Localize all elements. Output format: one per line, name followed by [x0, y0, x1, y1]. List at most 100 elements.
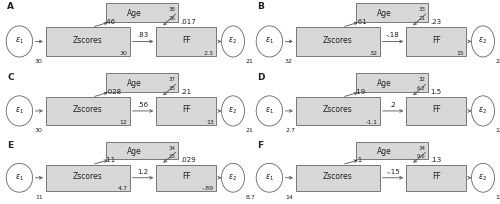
Text: -.028: -.028	[104, 89, 122, 95]
Text: 32: 32	[370, 51, 378, 56]
Text: FF: FF	[432, 105, 440, 114]
Text: 2.3: 2.3	[204, 51, 214, 56]
Ellipse shape	[222, 164, 244, 192]
Text: $\varepsilon_2$: $\varepsilon_2$	[228, 171, 237, 182]
Text: .029: .029	[180, 156, 196, 162]
Ellipse shape	[6, 96, 32, 126]
Text: 9.6: 9.6	[416, 153, 426, 158]
Text: Age: Age	[377, 79, 392, 88]
Text: 21: 21	[246, 128, 254, 133]
Text: .23: .23	[430, 19, 442, 25]
Text: 11: 11	[35, 194, 43, 198]
Text: 34: 34	[418, 145, 426, 150]
FancyBboxPatch shape	[406, 98, 466, 125]
Text: FF: FF	[432, 171, 440, 180]
Text: 12: 12	[496, 128, 500, 133]
Text: .56: .56	[138, 101, 148, 107]
Text: $\varepsilon_1$: $\varepsilon_1$	[265, 35, 274, 46]
Text: 34: 34	[168, 145, 175, 150]
Text: $\varepsilon_1$: $\varepsilon_1$	[15, 171, 24, 182]
Text: Zscores: Zscores	[323, 36, 352, 45]
FancyBboxPatch shape	[356, 3, 428, 22]
Text: 30: 30	[35, 128, 43, 133]
Text: 30: 30	[120, 51, 128, 56]
Text: 2.7: 2.7	[285, 128, 295, 133]
Text: Zscores: Zscores	[73, 36, 102, 45]
Text: 35: 35	[168, 85, 175, 90]
Text: 33: 33	[418, 7, 426, 12]
Text: -.1: -.1	[354, 156, 363, 162]
FancyBboxPatch shape	[356, 74, 428, 92]
Text: $\varepsilon_2$: $\varepsilon_2$	[478, 171, 488, 182]
Text: 8.7: 8.7	[246, 194, 256, 198]
Text: $\varepsilon_1$: $\varepsilon_1$	[15, 105, 24, 115]
Text: -.15: -.15	[386, 168, 400, 174]
FancyBboxPatch shape	[296, 165, 380, 191]
FancyBboxPatch shape	[406, 28, 466, 56]
Text: 21: 21	[418, 16, 426, 20]
Text: Age: Age	[127, 79, 142, 88]
Text: 1.5: 1.5	[430, 89, 442, 94]
Text: Age: Age	[377, 9, 392, 18]
Text: C: C	[8, 72, 14, 81]
FancyBboxPatch shape	[106, 3, 178, 22]
Text: $\varepsilon_1$: $\varepsilon_1$	[265, 105, 274, 115]
Text: .21: .21	[180, 89, 192, 94]
Text: .19: .19	[354, 89, 365, 95]
Text: 13: 13	[206, 119, 214, 124]
Text: F: F	[258, 141, 264, 150]
Text: 4.7: 4.7	[118, 185, 128, 190]
Text: .13: .13	[430, 156, 442, 162]
Ellipse shape	[222, 27, 244, 58]
FancyBboxPatch shape	[106, 142, 178, 160]
Ellipse shape	[6, 27, 32, 58]
Text: B: B	[258, 2, 264, 11]
Text: -.61: -.61	[354, 19, 368, 25]
FancyBboxPatch shape	[46, 98, 130, 125]
Ellipse shape	[256, 27, 282, 58]
Ellipse shape	[472, 96, 494, 126]
Text: Age: Age	[127, 146, 142, 155]
Text: .83: .83	[138, 32, 148, 38]
Text: 6.2: 6.2	[416, 85, 426, 90]
Text: 1.2: 1.2	[138, 168, 148, 174]
Text: 15: 15	[456, 51, 464, 56]
Text: .2: .2	[390, 101, 396, 107]
Text: 12: 12	[120, 119, 128, 124]
FancyBboxPatch shape	[406, 165, 466, 191]
Ellipse shape	[472, 27, 494, 58]
Text: 38: 38	[168, 7, 175, 12]
Text: $\varepsilon_1$: $\varepsilon_1$	[265, 171, 274, 182]
Text: Age: Age	[377, 146, 392, 155]
Text: FF: FF	[182, 36, 190, 45]
Text: Age: Age	[127, 9, 142, 18]
FancyBboxPatch shape	[156, 98, 216, 125]
FancyBboxPatch shape	[156, 165, 216, 191]
Text: FF: FF	[432, 36, 440, 45]
Text: Zscores: Zscores	[323, 171, 352, 180]
Text: 21: 21	[246, 59, 254, 64]
FancyBboxPatch shape	[156, 28, 216, 56]
FancyBboxPatch shape	[296, 98, 380, 125]
FancyBboxPatch shape	[356, 142, 428, 160]
Ellipse shape	[256, 164, 282, 192]
Text: FF: FF	[182, 171, 190, 180]
Text: $\varepsilon_2$: $\varepsilon_2$	[478, 105, 488, 115]
Text: 15: 15	[168, 153, 175, 158]
Text: .46: .46	[104, 19, 115, 25]
Text: A: A	[8, 2, 14, 11]
Text: Zscores: Zscores	[73, 105, 102, 114]
Text: 26: 26	[168, 16, 175, 20]
Text: 30: 30	[35, 59, 43, 64]
Text: -.18: -.18	[386, 32, 400, 38]
Text: -.89: -.89	[202, 185, 214, 190]
Text: .017: .017	[180, 19, 196, 25]
Text: 37: 37	[168, 77, 175, 82]
Ellipse shape	[6, 164, 32, 192]
Text: $\varepsilon_2$: $\varepsilon_2$	[228, 105, 237, 115]
Text: 13: 13	[496, 194, 500, 198]
Ellipse shape	[472, 164, 494, 192]
Text: $\varepsilon_2$: $\varepsilon_2$	[228, 35, 237, 46]
Text: .11: .11	[104, 156, 116, 162]
Text: 32: 32	[285, 59, 293, 64]
